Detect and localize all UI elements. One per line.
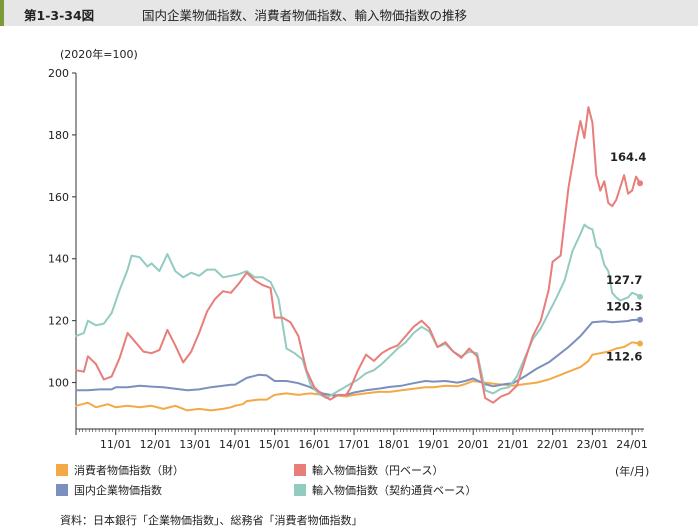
series-end-point-cpi bbox=[637, 340, 644, 347]
chart-lines bbox=[75, 106, 641, 412]
y-tick-label: 200 bbox=[48, 67, 69, 80]
legend-label-cpi: 消費者物価指数（財） bbox=[74, 464, 184, 477]
x-tick-label: 22/01 bbox=[537, 438, 569, 451]
y-tick-label: 140 bbox=[48, 253, 69, 266]
x-tick-label: 12/01 bbox=[140, 438, 172, 451]
legend-label-import-yen: 輸入物価指数（円ベース） bbox=[312, 464, 444, 477]
end-label-import_yen: 164.4 bbox=[610, 150, 646, 164]
x-tick-label: 16/01 bbox=[298, 438, 330, 451]
x-tick-label: 17/01 bbox=[338, 438, 370, 451]
legend-swatch-import-yen bbox=[294, 464, 306, 476]
y-tick-label: 160 bbox=[48, 191, 69, 204]
series-end-point-import_contract bbox=[637, 293, 644, 300]
y-tick-label: 100 bbox=[48, 377, 69, 390]
series-end-point-import_yen bbox=[637, 180, 644, 187]
figure-title: 国内企業物価指数、消費者物価指数、輸入物価指数の推移 bbox=[142, 8, 468, 23]
y-tick-label: 180 bbox=[48, 129, 69, 142]
x-tick-label: 20/01 bbox=[457, 438, 489, 451]
legend-item-import-yen: 輸入物価指数（円ベース） bbox=[294, 462, 443, 478]
series-line-import_contract bbox=[75, 223, 641, 399]
figure-header: 第1-3-34図 国内企業物価指数、消費者物価指数、輸入物価指数の推移 bbox=[0, 0, 698, 26]
series-line-cpi bbox=[75, 341, 641, 412]
x-tick-label: 19/01 bbox=[418, 438, 450, 451]
x-tick-label: 15/01 bbox=[259, 438, 291, 451]
source-note: 資料：日本銀行「企業物価指数」、総務省「消費者物価指数」 bbox=[60, 514, 363, 527]
y-tick-label: 120 bbox=[48, 315, 69, 328]
x-unit-label: (年/月) bbox=[615, 465, 650, 478]
legend-swatch-cgpi bbox=[56, 484, 68, 496]
chart-legend: 消費者物価指数（財） 輸入物価指数（円ベース） 国内企業物価指数 輸入物価指数（… bbox=[56, 462, 536, 502]
end-label-cgpi: 120.3 bbox=[606, 300, 642, 314]
y-unit-label: (2020年=100) bbox=[60, 48, 138, 61]
chart-axes: 100 120 140 160 180 200 11/01 12/01 13/01 14/01 15… bbox=[48, 67, 648, 451]
end-label-import_contract: 127.7 bbox=[606, 273, 642, 287]
legend-item-import-contract: 輸入物価指数（契約通貨ベース） bbox=[294, 482, 476, 498]
legend-item-cgpi: 国内企業物価指数 bbox=[56, 482, 162, 498]
series-end-point-cgpi bbox=[637, 316, 644, 323]
chart-end-labels: 112.6 120.3 127.7 164.4 bbox=[606, 150, 646, 363]
legend-swatch-cpi bbox=[56, 464, 68, 476]
legend-label-cgpi: 国内企業物価指数 bbox=[74, 484, 162, 497]
series-line-import_yen bbox=[75, 106, 641, 404]
x-tick-label: 18/01 bbox=[378, 438, 410, 451]
header-accent-bar bbox=[0, 0, 4, 26]
legend-label-import-contract: 輸入物価指数（契約通貨ベース） bbox=[312, 484, 477, 497]
legend-item-cpi: 消費者物価指数（財） bbox=[56, 462, 184, 478]
x-tick-label: 11/01 bbox=[100, 438, 132, 451]
figure-number: 第1-3-34図 bbox=[24, 8, 95, 23]
x-tick-label: 23/01 bbox=[577, 438, 609, 451]
series-line-cgpi bbox=[75, 318, 641, 397]
x-tick-label: 24/01 bbox=[616, 438, 648, 451]
end-label-cpi: 112.6 bbox=[606, 350, 642, 364]
x-tick-label: 13/01 bbox=[179, 438, 211, 451]
legend-swatch-import-contract bbox=[294, 484, 306, 496]
x-tick-label: 21/01 bbox=[497, 438, 529, 451]
x-tick-label: 14/01 bbox=[219, 438, 251, 451]
